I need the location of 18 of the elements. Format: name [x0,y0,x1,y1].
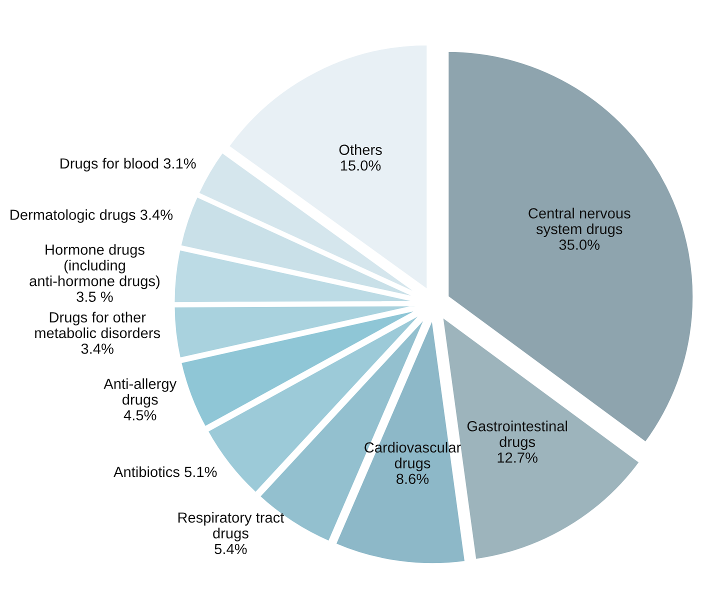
slice-label: Gastrointestinal drugs [467,420,568,450]
slice-label: Antibiotics 5.1% [114,466,217,478]
data-label: 3.5 % [76,292,113,302]
slice-label: Dermatologic drugs 3.4% [10,209,173,223]
data-label: 4.5% [124,410,156,420]
slice-label: Anti-allergy drugs [104,378,177,408]
slice-label: Central nervous system drugs [528,208,630,238]
slice-label: Respiratory tract drugs [178,512,284,542]
slice-label: Drugs for blood 3.1% [60,158,196,172]
data-label: 12.7% [498,452,538,463]
slice-label: Others [339,144,382,155]
slice-label: Hormone drugs (including anti-hormone drugs) [30,244,160,290]
data-label: 3.4% [81,344,114,354]
data-label: 8.6% [396,474,429,484]
slice-label: Drugs for other metabolic disorders [35,312,160,338]
data-label: 5.4% [214,544,247,554]
data-label: 35.0% [559,240,600,250]
data-label: 15.0% [340,160,381,171]
